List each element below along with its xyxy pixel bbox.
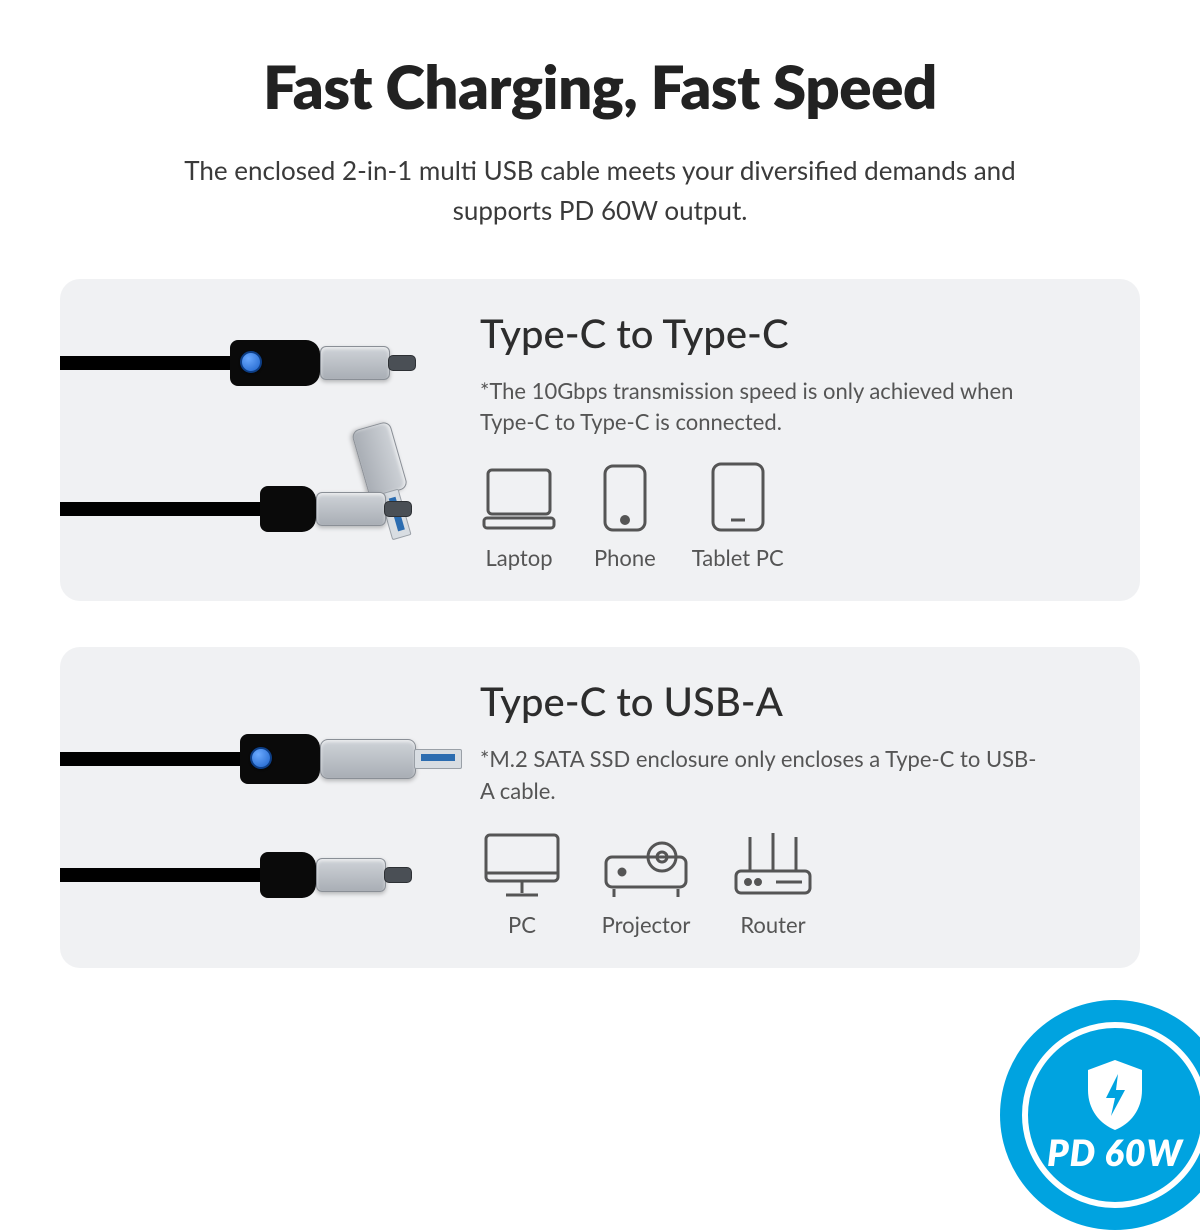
device-label: Laptop [485, 544, 552, 571]
device-router: Router [728, 829, 818, 938]
router-icon [728, 829, 818, 901]
shield-lightning-icon [1080, 1056, 1150, 1134]
device-label: PC [508, 911, 536, 938]
device-phone: Phone [594, 462, 656, 571]
feature-card-type-c-to-c: Type-C to Type-C *The 10Gbps transmissio… [60, 279, 1140, 602]
card-note: *The 10Gbps transmission speed is only a… [480, 375, 1040, 439]
cable-illustration-cc [60, 310, 460, 570]
feature-card-type-c-to-a: Type-C to USB-A *M.2 SATA SSD enclosure … [60, 647, 1140, 968]
device-label: Phone [594, 544, 656, 571]
page-subline: The enclosed 2-in-1 multi USB cable meet… [160, 150, 1040, 231]
device-row: Laptop Phone Tablet PC [480, 460, 1106, 571]
cable-illustration-ca [60, 678, 460, 938]
device-pc: PC [480, 829, 564, 938]
pc-icon [480, 829, 564, 901]
device-tablet: Tablet PC [692, 460, 784, 571]
card-title: Type-C to USB-A [480, 677, 1106, 725]
card-title: Type-C to Type-C [480, 309, 1106, 357]
device-label: Projector [602, 911, 691, 938]
device-row: PC Projector [480, 829, 1106, 938]
pd-badge-text: PD 60W [1047, 1130, 1183, 1174]
pd-60w-badge: PD 60W [1000, 1000, 1200, 1230]
tablet-icon [707, 460, 769, 534]
laptop-icon [480, 464, 558, 534]
device-projector: Projector [600, 831, 692, 938]
page-headline: Fast Charging, Fast Speed [60, 50, 1140, 122]
projector-icon [600, 831, 692, 901]
device-label: Tablet PC [692, 544, 784, 571]
phone-icon [599, 462, 651, 534]
card-note: *M.2 SATA SSD enclosure only encloses a … [480, 743, 1040, 807]
device-label: Router [740, 911, 805, 938]
device-laptop: Laptop [480, 464, 558, 571]
